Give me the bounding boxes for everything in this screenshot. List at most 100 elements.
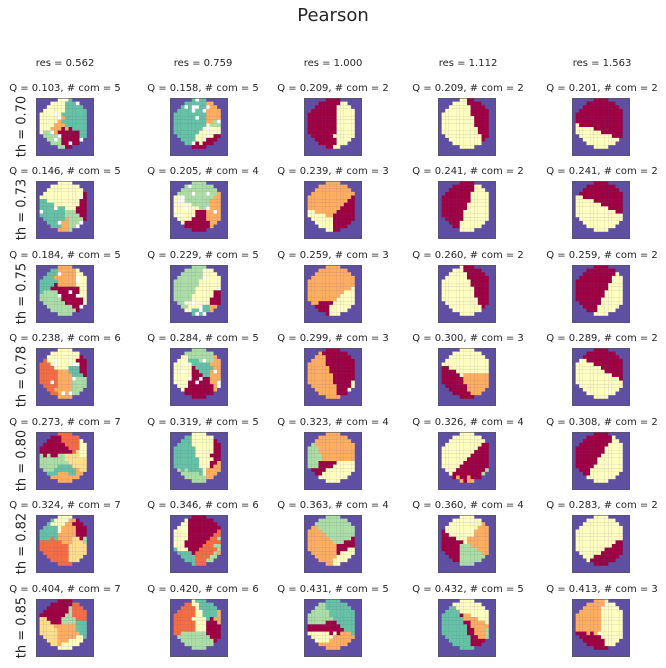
map-cell bbox=[619, 123, 623, 127]
map-cell bbox=[616, 120, 620, 124]
map-cell bbox=[61, 298, 65, 302]
map-cell bbox=[72, 105, 76, 109]
map-cell bbox=[181, 632, 185, 636]
map-cell bbox=[344, 206, 348, 210]
map-cell bbox=[76, 377, 80, 381]
map-cell bbox=[601, 537, 605, 541]
map-cell bbox=[326, 280, 330, 284]
map-cell bbox=[322, 643, 326, 647]
map-cell bbox=[185, 294, 189, 298]
map-cell bbox=[594, 294, 598, 298]
map-cell bbox=[467, 388, 471, 392]
map-cell bbox=[214, 530, 218, 534]
map-cell bbox=[69, 603, 73, 607]
map-cell bbox=[43, 203, 47, 207]
map-cell bbox=[456, 544, 460, 548]
map-cell bbox=[612, 287, 616, 291]
map-cell bbox=[482, 116, 486, 120]
panel-subtitle: Q = 0.259, # com = 3 bbox=[263, 250, 403, 261]
map-cell bbox=[587, 294, 591, 298]
map-cell bbox=[69, 439, 73, 443]
map-cell bbox=[587, 465, 591, 469]
map-cell bbox=[590, 373, 594, 377]
map-cell bbox=[72, 533, 76, 537]
map-cell bbox=[460, 142, 464, 146]
map-cell bbox=[185, 530, 189, 534]
map-cell bbox=[210, 639, 214, 643]
map-cell bbox=[192, 533, 196, 537]
map-cell bbox=[453, 559, 457, 563]
map-cell bbox=[471, 476, 475, 480]
map-cell bbox=[333, 287, 337, 291]
map-cell bbox=[594, 384, 598, 388]
map-cell bbox=[329, 185, 333, 189]
map-cell bbox=[340, 301, 344, 305]
map-cell bbox=[76, 206, 80, 210]
map-cell bbox=[351, 280, 355, 284]
map-cell bbox=[80, 138, 84, 142]
map-cell bbox=[442, 530, 446, 534]
map-cell bbox=[333, 203, 337, 207]
map-cell bbox=[453, 102, 457, 106]
map-cell bbox=[482, 280, 486, 284]
map-cell bbox=[80, 363, 84, 367]
map-cell bbox=[442, 540, 446, 544]
map-cell bbox=[467, 145, 471, 149]
map-cell bbox=[482, 363, 486, 367]
map-cell bbox=[460, 447, 464, 451]
map-cell bbox=[605, 465, 609, 469]
map-cell bbox=[333, 395, 337, 399]
map-cell bbox=[203, 617, 207, 621]
map-cell bbox=[456, 298, 460, 302]
map-cell bbox=[61, 606, 65, 610]
map-cell bbox=[51, 381, 55, 385]
panel-subtitle: Q = 0.241, # com = 2 bbox=[398, 166, 538, 177]
map-cell bbox=[619, 457, 623, 461]
map-cell bbox=[616, 544, 620, 548]
map-cell bbox=[322, 476, 326, 480]
map-cell bbox=[210, 384, 214, 388]
map-cell bbox=[482, 450, 486, 454]
map-cell bbox=[61, 537, 65, 541]
map-cell bbox=[463, 461, 467, 465]
map-cell bbox=[449, 203, 453, 207]
community-map bbox=[36, 348, 94, 406]
map-cell bbox=[612, 544, 616, 548]
map-cell bbox=[58, 373, 62, 377]
map-cell bbox=[185, 196, 189, 200]
map-cell bbox=[344, 185, 348, 189]
map-cell bbox=[485, 203, 489, 207]
map-cell bbox=[188, 359, 192, 363]
map-cell bbox=[337, 461, 341, 465]
map-cell bbox=[348, 537, 352, 541]
map-cell bbox=[185, 352, 189, 356]
map-cell bbox=[40, 366, 44, 370]
map-cell bbox=[43, 610, 47, 614]
map-cell bbox=[80, 472, 84, 476]
community-map bbox=[170, 515, 228, 573]
map-cell bbox=[203, 105, 207, 109]
map-cell bbox=[340, 305, 344, 309]
map-cell bbox=[177, 203, 181, 207]
community-map bbox=[438, 432, 496, 490]
map-cell bbox=[460, 203, 464, 207]
map-cell bbox=[311, 548, 315, 552]
map-cell bbox=[608, 366, 612, 370]
map-cell bbox=[329, 436, 333, 440]
map-cell bbox=[174, 120, 178, 124]
map-cell bbox=[65, 526, 69, 530]
map-cell bbox=[181, 373, 185, 377]
community-map-panel bbox=[170, 515, 228, 573]
map-cell bbox=[597, 287, 601, 291]
map-cell bbox=[590, 287, 594, 291]
map-cell bbox=[203, 544, 207, 548]
map-cell bbox=[449, 272, 453, 276]
map-cell bbox=[174, 450, 178, 454]
map-cell bbox=[177, 617, 181, 621]
map-cell bbox=[340, 447, 344, 451]
map-cell bbox=[319, 203, 323, 207]
map-cell bbox=[203, 305, 207, 309]
map-cell bbox=[456, 301, 460, 305]
map-cell bbox=[54, 537, 58, 541]
map-cell bbox=[43, 127, 47, 131]
